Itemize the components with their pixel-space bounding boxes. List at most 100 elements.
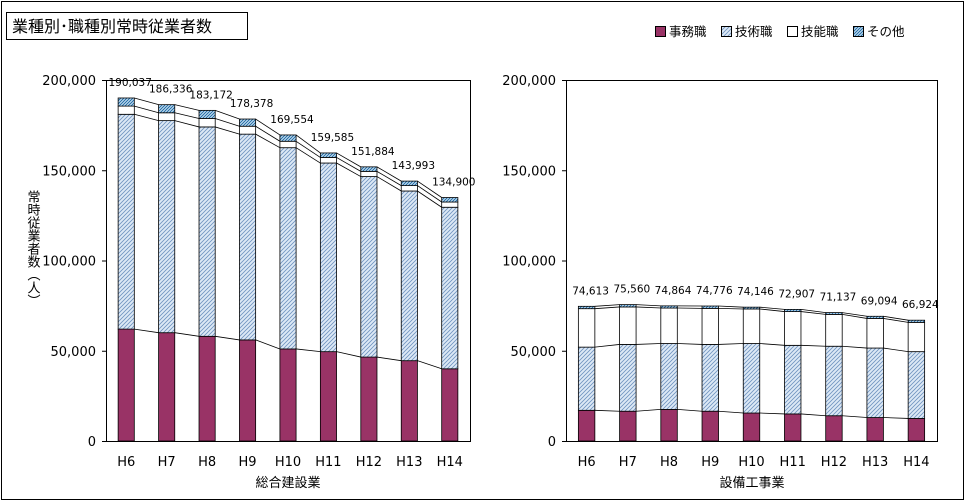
bar-segment-gijutsu bbox=[866, 347, 884, 418]
legend-item-gijutsu: 技術職 bbox=[721, 24, 773, 39]
x-tick-label: H6 bbox=[578, 455, 596, 470]
series-connector-jimu bbox=[134, 328, 159, 334]
y-tick-label: 100,000 bbox=[502, 255, 556, 270]
bar-segment-jimu bbox=[742, 412, 761, 442]
bar-segment-gijutsu bbox=[907, 351, 926, 419]
bar-segment-other bbox=[360, 166, 378, 172]
bar-segment-other bbox=[117, 97, 135, 107]
series-connector-jimu bbox=[336, 351, 361, 358]
data-label-total: 178,378 bbox=[230, 98, 273, 110]
x-tick-label: H8 bbox=[660, 455, 678, 470]
x-tick-label: H13 bbox=[862, 455, 888, 470]
series-connector-gijutsu bbox=[215, 126, 240, 135]
bar-segment-other bbox=[866, 315, 884, 319]
data-label-total: 186,336 bbox=[149, 84, 193, 96]
legend-label-gijutsu: 技術職 bbox=[735, 24, 773, 39]
x-tick-label: H9 bbox=[701, 455, 719, 470]
series-connector-gijutsu bbox=[883, 347, 909, 353]
bar-segment-jimu bbox=[441, 368, 459, 442]
bar-segment-other bbox=[660, 305, 678, 309]
x-tick-label: H10 bbox=[275, 455, 301, 470]
series-connector-gijutsu bbox=[174, 120, 200, 128]
data-label-total: 143,993 bbox=[392, 160, 435, 172]
data-label-total: 69,094 bbox=[861, 295, 898, 307]
bar-segment-jimu bbox=[907, 418, 926, 442]
x-tick-label: H8 bbox=[198, 455, 216, 470]
bar-segment-jimu bbox=[360, 356, 378, 442]
series-connector-other bbox=[376, 166, 402, 182]
chart-panel-setsubi: 0 50,000 100,000 150,000 200,000 74,613 H6 75,5… bbox=[502, 74, 939, 491]
series-connector-gijutsu bbox=[718, 343, 744, 345]
bar-segment-gijutsu bbox=[825, 345, 843, 417]
bar-segment-gino bbox=[742, 308, 761, 344]
x-tick-label: H11 bbox=[780, 455, 806, 470]
bar-segment-other bbox=[619, 304, 637, 308]
bar-segment-gino bbox=[117, 105, 135, 115]
bar-segment-gino bbox=[619, 306, 637, 345]
bar-segment-other bbox=[279, 134, 297, 142]
series-connector-gijutsu bbox=[134, 113, 159, 121]
series-connector-other bbox=[636, 304, 661, 307]
bar-segment-other bbox=[198, 109, 216, 119]
title-box bbox=[6, 12, 248, 40]
series-connector-gino bbox=[295, 140, 321, 158]
bar-segment-gino bbox=[784, 311, 802, 346]
bar-segment-gijutsu bbox=[701, 344, 719, 412]
bar-segment-gijutsu bbox=[441, 206, 459, 370]
series-connector-other bbox=[417, 180, 442, 198]
bar-segment-jimu bbox=[239, 339, 257, 442]
series-connector-jimu bbox=[296, 348, 321, 353]
legend-label-jimu: 事務職 bbox=[669, 24, 707, 39]
bar-segment-gijutsu bbox=[619, 344, 637, 412]
series-connector-gino bbox=[376, 171, 402, 186]
bar-segment-gijutsu bbox=[742, 343, 761, 414]
bar-segment-jimu bbox=[198, 335, 216, 442]
bar-segment-jimu bbox=[660, 409, 678, 442]
legend-label-other: その他 bbox=[867, 24, 905, 39]
series-connector-other bbox=[759, 306, 785, 310]
series-connector-gino bbox=[883, 318, 909, 323]
series-connector-other bbox=[336, 152, 361, 168]
x-axis-label: 総合建設業 bbox=[255, 475, 320, 491]
series-connector-gijutsu bbox=[636, 343, 661, 345]
bar-segment-gino bbox=[158, 112, 176, 122]
series-connector-jimu bbox=[759, 412, 785, 415]
series-connector-gino bbox=[594, 306, 620, 310]
data-label-total: 134,900 bbox=[432, 177, 475, 189]
legend-swatch-gino bbox=[787, 26, 798, 37]
series-connector-gino bbox=[215, 118, 240, 127]
series-connector-jimu bbox=[376, 356, 402, 362]
series-connector-gino bbox=[718, 307, 744, 310]
bar-segment-other bbox=[319, 152, 337, 158]
bar-segment-other bbox=[701, 305, 719, 309]
series-connector-gijutsu bbox=[255, 133, 281, 149]
series-connector-jimu bbox=[677, 409, 703, 412]
y-tick-label: 0 bbox=[88, 435, 96, 450]
bar-segment-gijutsu bbox=[784, 344, 802, 415]
series-connector-gijutsu bbox=[336, 162, 361, 177]
bar-segment-jimu bbox=[701, 410, 719, 442]
x-tick-label: H13 bbox=[396, 455, 422, 470]
bar-segment-other bbox=[158, 104, 176, 114]
legend-item-jimu: 事務職 bbox=[655, 24, 707, 39]
series-connector-jimu bbox=[215, 335, 240, 341]
series-connector-jimu bbox=[883, 417, 909, 419]
bar-segment-gijutsu bbox=[279, 147, 297, 350]
bar-segment-jimu bbox=[400, 360, 418, 442]
bar-segment-other bbox=[825, 312, 843, 315]
series-connector-jimu bbox=[636, 409, 661, 412]
series-connector-gijutsu bbox=[800, 344, 826, 347]
bar-segment-gino bbox=[360, 170, 378, 177]
series-connector-jimu bbox=[417, 360, 442, 370]
x-tick-label: H14 bbox=[903, 455, 929, 470]
x-tick-label: H7 bbox=[619, 455, 637, 470]
legend-item-gino: 技能職 bbox=[787, 24, 839, 39]
bar-segment-gino bbox=[441, 201, 459, 208]
data-label-total: 74,864 bbox=[655, 285, 692, 297]
series-connector-gijutsu bbox=[376, 176, 402, 192]
series-connector-other bbox=[883, 315, 909, 321]
plot-area bbox=[566, 80, 938, 442]
x-tick-label: H11 bbox=[315, 455, 341, 470]
bar-segment-jimu bbox=[866, 417, 884, 442]
